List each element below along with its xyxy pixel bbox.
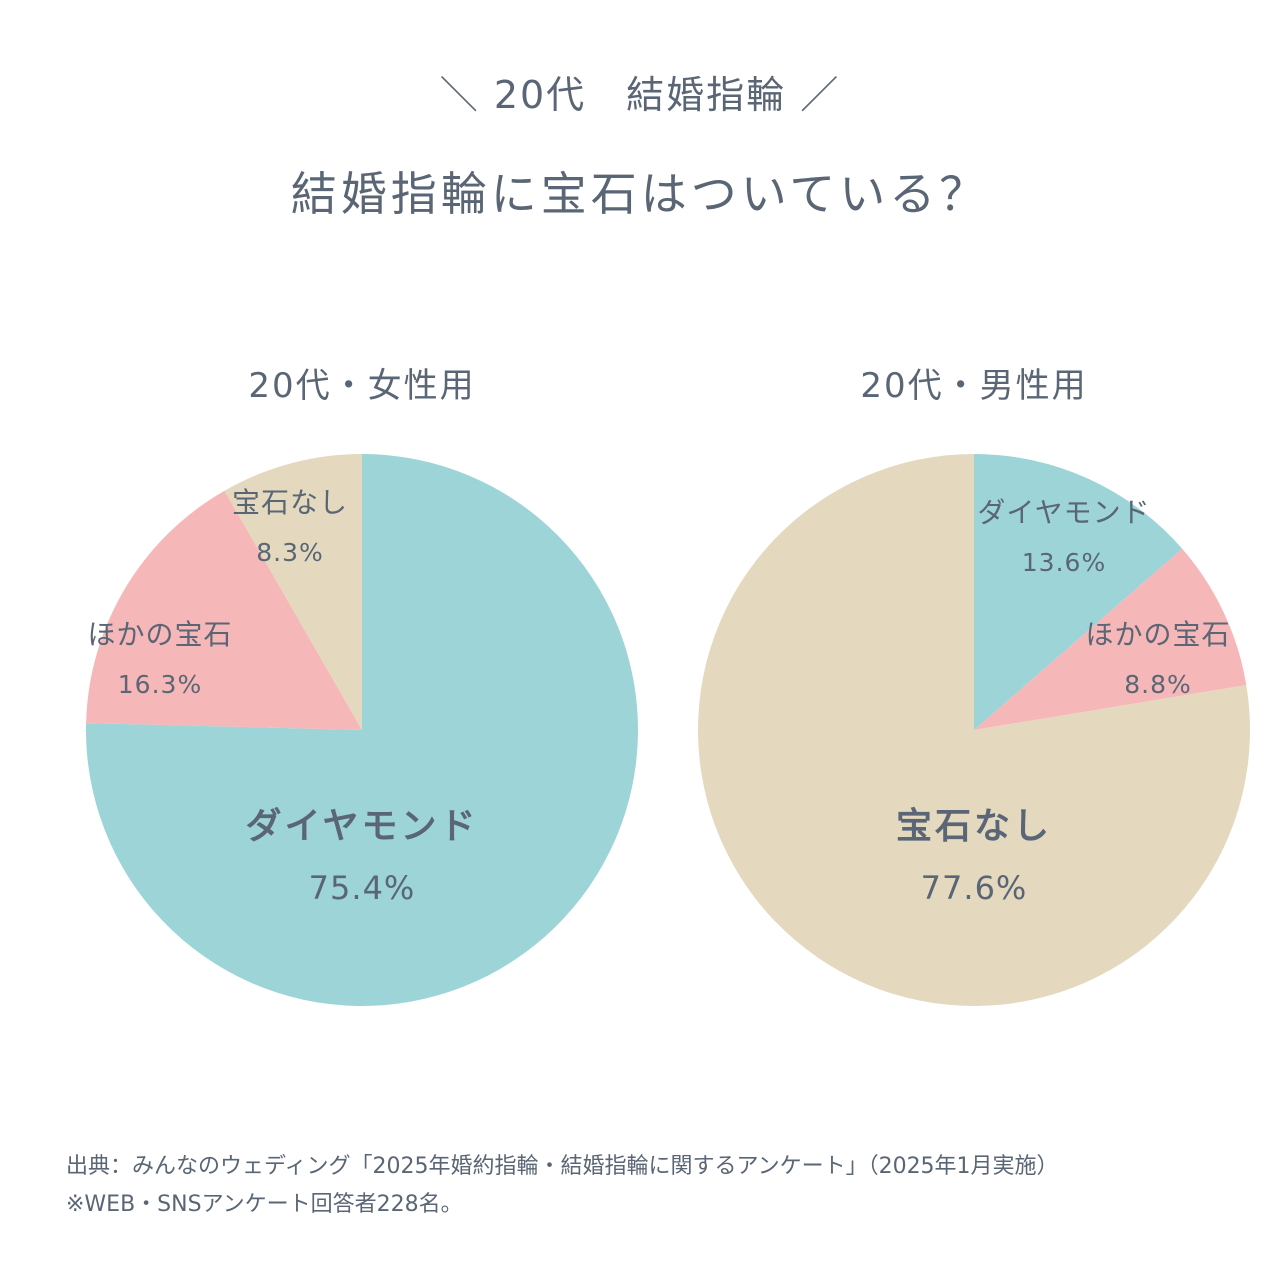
pie0-label-name-0: ダイヤモンド <box>246 806 479 847</box>
chart-title: 結婚指輪に宝石はついている？ <box>290 167 990 221</box>
pie1-slice-0 <box>974 454 1183 730</box>
pie1-label-name-2: 宝石なし <box>896 806 1052 847</box>
pie1-label-value-2: 77.6% <box>921 869 1028 907</box>
pie1-slice-1 <box>974 548 1247 730</box>
pie1-label-value-1: 8.8% <box>1124 670 1192 699</box>
pie1-slice-2 <box>698 454 1250 1006</box>
source-note: 出典：みんなのウェディング「2025年婚約指輪・結婚指輪に関するアンケート」（2… <box>66 1148 1246 1224</box>
source-citation: 出典：みんなのウェディング「2025年婚約指輪・結婚指輪に関するアンケート」（2… <box>66 1154 1059 1179</box>
chart-kicker: ＼ 20代 結婚指輪 ／ <box>439 73 841 117</box>
pie0-slice-1 <box>86 490 363 730</box>
pie0-label-name-1: ほかの宝石 <box>87 618 232 651</box>
pie1-label-name-0: ダイヤモンド <box>977 496 1150 529</box>
pie0-slice-2 <box>224 454 362 730</box>
pie0-label-value-0: 75.4% <box>309 869 416 907</box>
pie0-label-value-1: 16.3% <box>118 670 202 699</box>
pie1-label-name-1: ほかの宝石 <box>1085 618 1230 651</box>
pie-title-male: 20代・男性用 <box>860 366 1088 406</box>
respondent-note: ※WEB・SNSアンケート回答者228名。 <box>66 1192 463 1217</box>
pie-title-female: 20代・女性用 <box>248 366 476 406</box>
pie1-label-value-0: 13.6% <box>1022 548 1106 577</box>
pie0-label-value-2: 8.3% <box>256 538 324 567</box>
pie0-slice-0 <box>86 454 639 1007</box>
pie0-label-name-2: 宝石なし <box>232 486 348 519</box>
